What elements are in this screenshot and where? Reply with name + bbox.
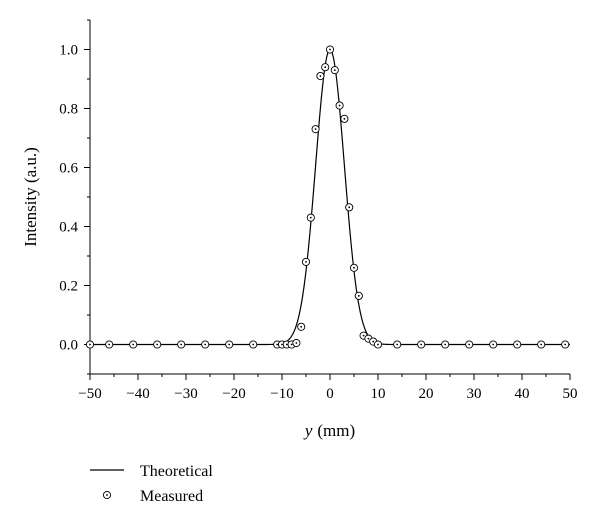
x-axis-variable: y <box>303 421 313 440</box>
theoretical-curve <box>90 48 570 346</box>
x-tick-label: −40 <box>126 386 149 402</box>
measured-point <box>417 340 426 349</box>
y-tick-label: 0.4 <box>59 220 78 236</box>
x-tick-label: −10 <box>270 386 293 402</box>
measured-point <box>513 340 522 349</box>
legend-theoretical-label: Theoretical <box>140 463 213 480</box>
y-tick-label: 0.0 <box>59 338 78 354</box>
x-tick-label: −20 <box>222 386 245 402</box>
x-tick-label: 10 <box>371 386 386 402</box>
measured-point <box>441 340 450 349</box>
measured-point <box>537 340 546 349</box>
measured-point <box>465 340 474 349</box>
measured-point <box>311 125 320 134</box>
x-tick-label: −50 <box>78 386 101 402</box>
x-tick-label: −30 <box>174 386 197 402</box>
measured-point <box>373 340 383 349</box>
measured-point <box>345 203 354 212</box>
plot-area: −50 −40 −30 −20 −10 0 10 20 30 40 50 0.00.20.40.60… <box>59 19 578 402</box>
y-tick-label: 0.2 <box>59 279 78 295</box>
measured-point <box>306 213 315 222</box>
measured-point <box>201 340 210 349</box>
measured-point <box>325 45 335 54</box>
measured-point <box>177 340 186 349</box>
legend: Theoretical Measured <box>90 463 213 505</box>
y-tick-label: 0.8 <box>59 102 78 118</box>
measured-point <box>292 338 301 348</box>
measured-point <box>561 340 570 349</box>
x-axis-title: y (mm) <box>303 421 355 440</box>
x-tick-label: 0 <box>326 386 334 402</box>
x-tick-label: 20 <box>419 386 434 402</box>
measured-point <box>105 340 114 349</box>
measured-point <box>340 114 349 123</box>
y-tick-label: 1.0 <box>59 43 78 59</box>
measured-point <box>153 340 162 349</box>
measured-point <box>393 340 402 349</box>
y-ticks: 0.0 0.2 0.4 0.6 0.8 1.0 <box>59 19 90 375</box>
x-ticks: −50 −40 −30 −20 −10 0 10 20 30 40 50 <box>78 374 578 402</box>
measured-point <box>489 340 498 349</box>
legend-measured-marker <box>102 490 112 500</box>
measured-point <box>335 101 344 110</box>
measured-point <box>321 63 330 72</box>
measured-point <box>85 340 95 349</box>
y-tick-label: 0.6 <box>59 161 78 177</box>
x-axis-unit: (mm) <box>317 421 355 440</box>
legend-measured-label: Measured <box>140 488 203 505</box>
x-tick-label: 30 <box>467 386 482 402</box>
measured-point <box>297 322 306 331</box>
x-tick-label: 50 <box>563 386 578 402</box>
measured-point <box>330 66 339 75</box>
measured-point <box>316 72 325 81</box>
measured-point <box>349 263 359 272</box>
measured-point <box>225 340 234 349</box>
measured-point <box>129 340 138 349</box>
measured-point <box>354 291 363 300</box>
y-axis-title: Intensity (a.u.) <box>21 147 40 247</box>
x-tick-label: 40 <box>515 386 530 402</box>
measured-points <box>85 45 570 349</box>
measured-point <box>301 257 311 266</box>
measured-point <box>249 340 258 349</box>
